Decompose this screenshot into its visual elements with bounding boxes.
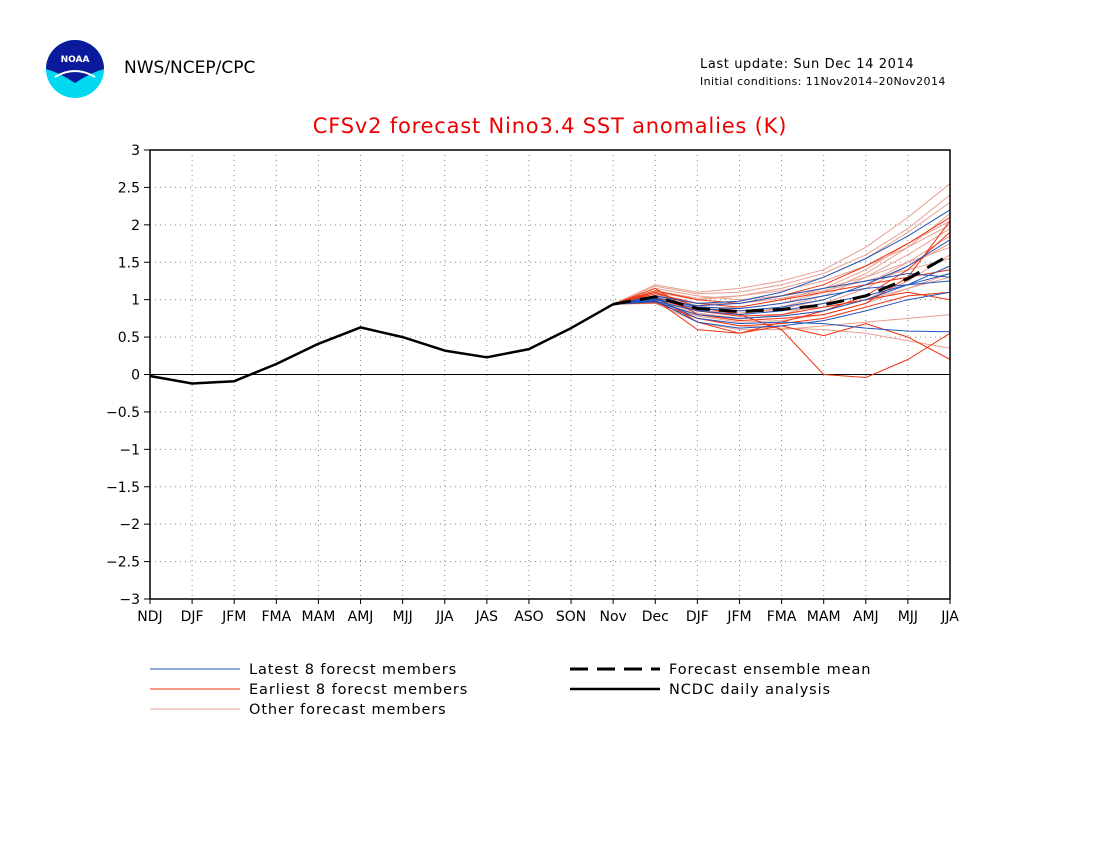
legend: Latest 8 forecst members Earliest 8 forec… (150, 662, 871, 718)
axes-layer: NDJ DJF JFM FMA MAM AMJ MJJ JJA JAS ASO SON Nov Dec D… (106, 143, 959, 625)
y-tick-label: −2.5 (106, 555, 140, 571)
x-tick-label: AMJ (348, 609, 374, 625)
y-tick-label: −3 (119, 592, 140, 608)
x-tick-label: FMA (767, 609, 797, 625)
x-tick-label: DJF (686, 609, 709, 625)
plot-frame (149, 149, 951, 600)
x-tick-label: JJA (435, 609, 454, 625)
x-tick-label: FMA (261, 609, 291, 625)
latest-member-line (613, 209, 951, 305)
y-tick-label: 2.5 (118, 180, 140, 196)
x-tick-label: JAS (475, 609, 498, 625)
legend-mean-label: Forecast ensemble mean (669, 662, 871, 678)
chart-title: CFSv2 forecast Nino3.4 SST anomalies (K) (312, 114, 788, 138)
earliest-member-line (613, 269, 951, 308)
y-tick-label: 1.5 (118, 255, 140, 271)
x-tick-label: JFM (221, 609, 246, 625)
x-tick-label: JFM (726, 609, 751, 625)
noaa-logo: NOAA (45, 39, 105, 99)
legend-latest-label: Latest 8 forecst members (249, 662, 457, 678)
other-member-line (613, 194, 951, 305)
y-tick-label: 0.5 (118, 330, 140, 346)
series-layer (149, 183, 951, 385)
x-tick-label: SON (556, 609, 586, 625)
x-tick-label: AMJ (853, 609, 879, 625)
other-member-line (612, 183, 951, 305)
x-tick-label: MAM (302, 609, 336, 625)
legend-earliest-label: Earliest 8 forecst members (249, 682, 468, 698)
y-tick-label: 2 (131, 218, 140, 234)
x-tick-label: MJJ (898, 609, 918, 625)
x-tick-label: NDJ (137, 609, 162, 625)
latest-member-line (613, 265, 951, 319)
y-tick-label: −1.5 (106, 480, 140, 496)
legend-analysis-label: NCDC daily analysis (669, 682, 831, 698)
grid-layer (150, 150, 950, 599)
latest-member-line (613, 297, 951, 333)
ensemble-mean-line (612, 253, 951, 314)
y-tick-label: 3 (131, 143, 140, 159)
y-tick-label: 1 (131, 293, 140, 309)
legend-other-label: Other forecast members (249, 702, 447, 718)
x-tick-label: MJJ (392, 609, 412, 625)
other-member-line (613, 201, 951, 305)
y-tick-label: 0 (131, 368, 140, 384)
logo-text: NOAA (61, 55, 90, 65)
y-tick-label: −0.5 (106, 405, 140, 421)
x-tick-label: Dec (642, 609, 669, 625)
last-update-label: Last update: Sun Dec 14 2014 (700, 57, 915, 72)
y-tick-label: −1 (119, 442, 140, 458)
y-tick-label: −2 (119, 517, 140, 533)
x-tick-label: DJF (181, 609, 204, 625)
analysis-line (149, 303, 614, 385)
initial-conditions-label: Initial conditions: 11Nov2014–20Nov2014 (700, 75, 946, 88)
x-tick-label: JJA (940, 609, 959, 625)
latest-member-line (613, 291, 951, 329)
other-member-line (613, 213, 951, 310)
org-label: NWS/NCEP/CPC (124, 58, 256, 78)
x-tick-label: ASO (514, 609, 543, 625)
x-tick-label: Nov (599, 609, 626, 625)
x-tick-label: MAM (807, 609, 841, 625)
